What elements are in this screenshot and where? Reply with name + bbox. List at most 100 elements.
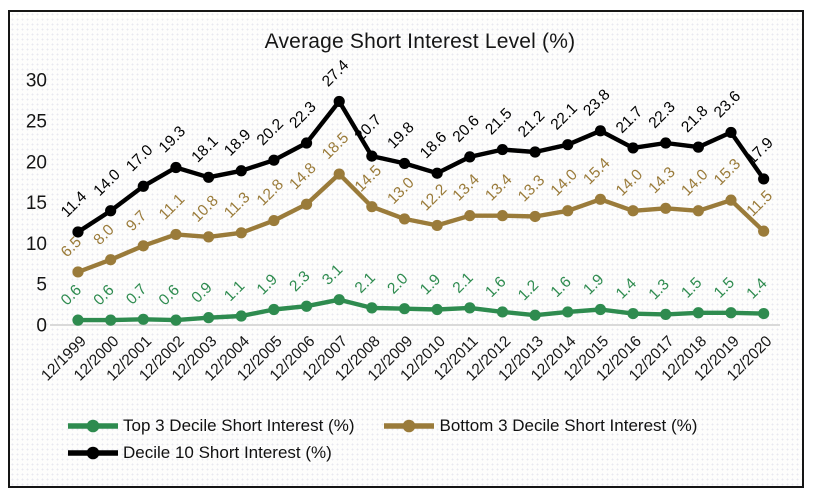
data-point-marker xyxy=(692,307,704,319)
data-point-marker xyxy=(627,205,639,217)
data-point-label: 0.7 xyxy=(123,281,150,308)
data-point-marker xyxy=(529,146,541,158)
data-point-marker xyxy=(627,142,639,154)
chart-title: Average Short Interest Level (%) xyxy=(264,30,576,53)
data-point-marker xyxy=(268,214,280,227)
data-point-marker xyxy=(594,303,607,316)
data-point-label: 20.6 xyxy=(450,112,483,145)
series-line xyxy=(75,99,766,235)
data-point-marker xyxy=(203,312,215,324)
data-point-marker xyxy=(692,205,704,217)
data-point-marker xyxy=(333,95,345,108)
data-point-marker xyxy=(203,171,215,183)
top3-series-legend-marker-icon xyxy=(68,419,118,433)
data-point-marker xyxy=(725,126,737,139)
legend-item-top3-decile: Top 3 Decile Short Interest (%) xyxy=(68,416,354,436)
data-point-label: 14.0 xyxy=(678,166,712,200)
data-point-label: 10.8 xyxy=(188,192,221,225)
data-point-marker xyxy=(431,167,443,179)
data-point-marker xyxy=(496,143,509,156)
data-point-marker xyxy=(203,231,215,243)
data-point-marker xyxy=(170,228,182,241)
data-point-marker xyxy=(170,161,182,174)
data-point-marker xyxy=(333,168,345,180)
y-tick-label: 5 xyxy=(36,275,47,296)
line-chart-plot-area: 05101520253012/199912/200012/200112/2002… xyxy=(26,57,780,384)
chart-frame: Average Short Interest Level (%) 0 5 10 15 2… xyxy=(8,10,804,488)
data-point-label: 21.2 xyxy=(515,107,548,140)
data-point-label: 20.2 xyxy=(254,116,287,149)
data-point-label: 21.7 xyxy=(613,103,646,136)
legend-row-1: Top 3 Decile Short Interest (%) Bottom 3… xyxy=(68,416,697,436)
data-point-label: 0.9 xyxy=(188,279,215,306)
data-point-marker xyxy=(594,125,607,137)
data-point-label: 11.3 xyxy=(221,189,254,222)
data-point-label: 22.3 xyxy=(286,99,319,132)
bottom3-series-legend-marker-icon xyxy=(384,419,435,433)
data-point-marker xyxy=(692,141,704,153)
y-tick-label: 0 xyxy=(36,316,47,337)
data-point-marker xyxy=(758,173,770,185)
data-point-label: 15.4 xyxy=(580,155,614,189)
data-point-marker xyxy=(496,306,509,318)
data-point-marker xyxy=(268,303,280,316)
data-point-label: 2.1 xyxy=(352,269,379,296)
data-point-label: 27.4 xyxy=(319,57,353,91)
data-point-label: 13.0 xyxy=(384,174,418,208)
data-point-marker xyxy=(72,266,84,278)
data-point-label: 18.9 xyxy=(221,126,254,159)
data-point-label: 8.0 xyxy=(90,221,118,249)
data-point-marker xyxy=(105,314,117,326)
data-point-label: 1.5 xyxy=(711,274,738,301)
legend-row-2: Decile 10 Short Interest (%) xyxy=(68,443,697,463)
data-point-label: 9.7 xyxy=(123,207,150,234)
data-point-label: 14.0 xyxy=(548,166,582,200)
legend-label-bottom3-decile: Bottom 3 Decile Short Interest (%) xyxy=(439,416,698,435)
data-point-label: 18.1 xyxy=(188,133,221,166)
data-point-label: 14.8 xyxy=(286,160,319,193)
data-point-label: 1.3 xyxy=(646,276,673,303)
data-point-label: 21.8 xyxy=(678,103,711,136)
data-point-marker xyxy=(758,307,770,320)
legend-label-decile10: Decile 10 Short Interest (%) xyxy=(123,443,332,462)
data-point-label: 19.8 xyxy=(384,119,417,152)
data-point-marker xyxy=(398,157,411,170)
data-point-label: 1.9 xyxy=(580,271,607,298)
data-point-label: 19.3 xyxy=(156,123,189,156)
data-point-label: 2.1 xyxy=(450,269,477,296)
data-point-label: 13.3 xyxy=(515,172,548,205)
data-point-label: 2.0 xyxy=(384,270,412,298)
data-point-marker xyxy=(398,213,411,225)
data-point-label: 22.3 xyxy=(646,99,679,132)
data-point-marker xyxy=(235,310,247,322)
data-point-label: 11.1 xyxy=(156,191,189,224)
data-point-label: 0.6 xyxy=(156,282,183,309)
data-point-marker xyxy=(627,307,639,320)
data-point-label: 17.0 xyxy=(123,141,157,175)
data-point-label: 1.6 xyxy=(482,274,509,301)
data-point-marker xyxy=(72,314,84,326)
data-point-marker xyxy=(660,137,672,149)
data-point-label: 18.6 xyxy=(417,129,450,162)
data-point-label: 14.0 xyxy=(90,166,124,200)
data-point-marker xyxy=(562,306,574,318)
data-point-label: 21.5 xyxy=(482,105,515,138)
data-point-marker xyxy=(333,294,345,306)
data-point-label: 6.5 xyxy=(58,234,85,261)
decile10-series-legend-marker-icon xyxy=(68,446,118,460)
series-line xyxy=(75,171,766,275)
data-point-marker xyxy=(366,150,378,162)
data-point-marker xyxy=(562,139,574,151)
data-point-marker xyxy=(496,210,509,222)
data-point-marker xyxy=(72,226,84,238)
data-point-marker xyxy=(660,308,672,320)
data-point-marker xyxy=(464,210,476,222)
data-point-label: 1.1 xyxy=(221,278,248,305)
data-point-marker xyxy=(235,165,247,177)
series-line xyxy=(75,297,766,323)
data-point-label: 3.1 xyxy=(319,261,346,288)
data-point-label: 13.4 xyxy=(450,171,484,205)
data-point-label: 18.5 xyxy=(319,130,352,163)
data-point-label: 1.9 xyxy=(254,271,281,298)
data-point-label: 0.6 xyxy=(58,282,85,309)
